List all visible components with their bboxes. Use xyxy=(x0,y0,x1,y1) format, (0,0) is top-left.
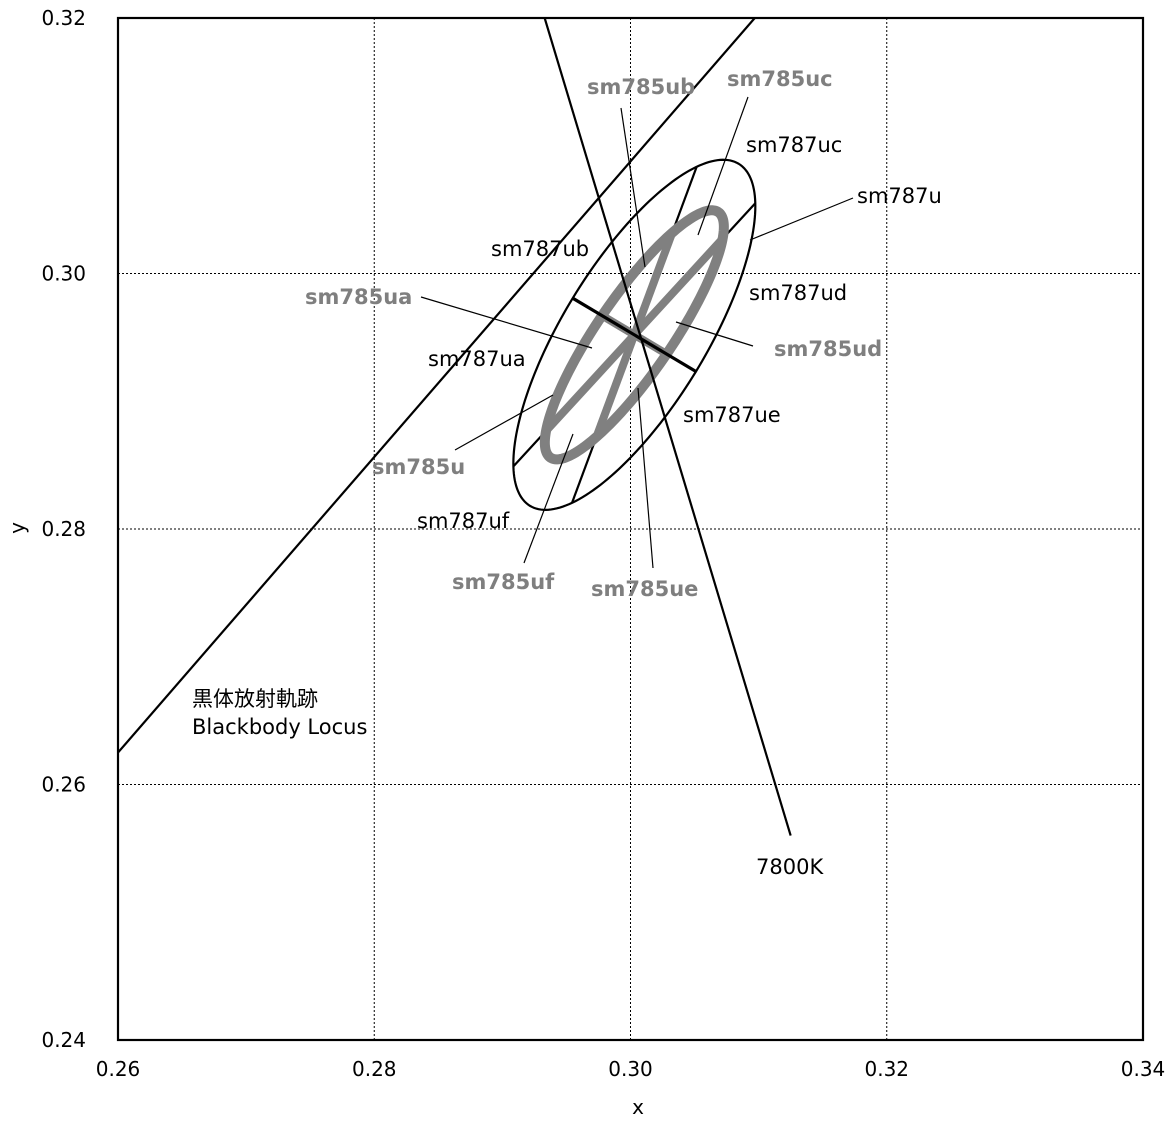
y-tick-label: 0.28 xyxy=(41,517,86,541)
y-tick-label: 0.30 xyxy=(41,262,86,286)
leader-line xyxy=(697,96,749,236)
blackbody-locus-label: Blackbody Locus xyxy=(192,715,367,739)
leader-line xyxy=(454,394,554,451)
ellipse-label: sm787u xyxy=(857,184,942,208)
x-tick-label: 0.28 xyxy=(352,1057,397,1081)
isotemperature-7800k-line xyxy=(543,18,792,836)
x-tick-label: 0.26 xyxy=(96,1057,141,1081)
leader-line xyxy=(420,296,593,349)
isotemperature-7800k-label: 7800K xyxy=(756,855,824,879)
blackbody-locus-line xyxy=(118,18,756,754)
ellipse-sm785u xyxy=(539,205,729,465)
leader-line xyxy=(637,387,654,569)
x-axis-label: x xyxy=(632,1095,644,1119)
leader-line xyxy=(675,321,754,347)
sector-label: sm785ua xyxy=(305,285,412,309)
x-tick-label: 0.30 xyxy=(608,1057,653,1081)
sector-label: sm785uc xyxy=(727,67,833,91)
sector-label: sm787uf xyxy=(417,509,510,533)
x-tick-label: 0.34 xyxy=(1121,1057,1166,1081)
sector-label: sm787ue xyxy=(683,403,781,427)
x-tick-label: 0.32 xyxy=(864,1057,909,1081)
annotations: 0.26 0.28 0.30 0.32 0.34 0.24 0.26 0.28 0.30 0.32… xyxy=(5,6,1165,1119)
plot-frame xyxy=(116,16,1145,1042)
sector-label: sm785ub xyxy=(587,75,695,99)
leader-line xyxy=(749,197,854,241)
sector-label: sm787ua xyxy=(428,347,526,371)
plot-marks xyxy=(118,18,792,836)
sector-label: sm787ub xyxy=(491,237,589,261)
leader-line xyxy=(523,433,574,564)
divider-line-sm787u xyxy=(571,296,697,373)
sector-label: sm785ud xyxy=(774,337,882,361)
ellipse-label: sm785u xyxy=(372,455,465,479)
sector-label: sm785uf xyxy=(452,570,555,594)
ellipse-sm787u xyxy=(512,158,757,511)
sector-label: sm785ue xyxy=(591,577,698,601)
sector-label: sm787ud xyxy=(749,281,847,305)
leader-line xyxy=(620,107,646,268)
y-tick-label: 0.24 xyxy=(41,1028,86,1052)
y-tick-label: 0.32 xyxy=(41,6,86,30)
y-axis-label: y xyxy=(5,522,29,534)
sector-label: sm787uc xyxy=(746,133,842,157)
y-tick-label: 0.26 xyxy=(41,773,86,797)
blackbody-locus-label-ja: 黒体放射軌跡 xyxy=(192,687,318,711)
